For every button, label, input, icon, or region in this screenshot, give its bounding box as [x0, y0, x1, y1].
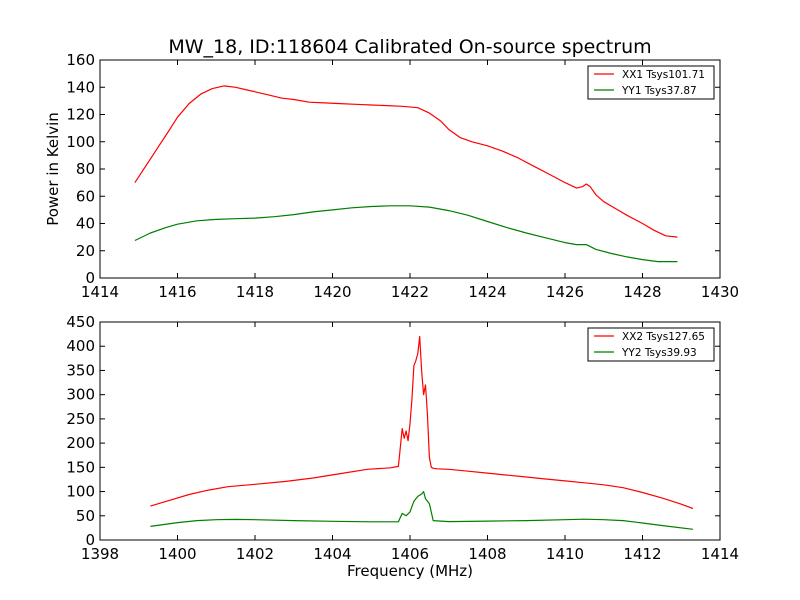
- top-y-tick-label-2: 40: [76, 215, 95, 233]
- bottom-spectrum-plot: 1398 1400 1402 1404 1406 1408 1410 1412 1414 0 50 1…: [66, 313, 739, 580]
- bottom-series-line-1: [150, 491, 693, 530]
- chart-title: MW_18, ID:118604 Calibrated On-source sp…: [168, 36, 651, 58]
- bottom-y-tick-label-6: 300: [66, 386, 95, 404]
- bottom-y-tick-label-9: 450: [66, 313, 95, 331]
- bottom-x-axis-label: Frequency (MHz): [347, 562, 473, 580]
- bottom-y-tick-label-2: 100: [66, 483, 95, 501]
- top-y-tick-label-0: 0: [85, 269, 95, 287]
- bottom-x-tick-label-4: 1406: [391, 545, 429, 563]
- bottom-legend: XX2 Tsys127.65 YY2 Tsys39.93: [587, 327, 715, 362]
- bottom-x-tick-label-8: 1414: [701, 545, 739, 563]
- legend-label-yy1: YY1 Tsys37.87: [621, 85, 697, 97]
- top-y-tick-label-7: 140: [66, 78, 95, 96]
- bottom-legend-box: [587, 327, 715, 362]
- top-x-tick-label-4: 1422: [391, 283, 429, 301]
- top-series-line-1: [134, 205, 678, 263]
- top-y-tick-label-5: 100: [66, 133, 95, 151]
- bottom-x-tick-label-7: 1412: [623, 545, 661, 563]
- top-y-axis-label: Power in Kelvin: [44, 112, 62, 226]
- top-x-tick-label-2: 1418: [236, 283, 274, 301]
- top-x-tick-label-0: 1414: [81, 283, 119, 301]
- legend-label-yy2: YY2 Tsys39.93: [621, 347, 697, 359]
- top-legend-box: [587, 65, 715, 100]
- top-y-tick-label-3: 60: [76, 187, 95, 205]
- top-series-line-0: [134, 85, 678, 238]
- bottom-y-tick-label-8: 400: [66, 337, 95, 355]
- bottom-y-tick-label-0: 0: [85, 531, 95, 549]
- top-spectrum-plot: 1414 1416 1418 1420 1422 1424 1426 1428 1430 0 20 4…: [44, 51, 739, 301]
- top-x-tick-label-1: 1416: [158, 283, 196, 301]
- bottom-x-tick-label-3: 1404: [313, 545, 351, 563]
- top-x-tick-label-8: 1430: [701, 283, 739, 301]
- bottom-x-tick-label-2: 1402: [236, 545, 274, 563]
- bottom-series-line-0: [150, 335, 694, 510]
- top-y-tick-label-1: 20: [76, 242, 95, 260]
- bottom-y-tick-label-7: 350: [66, 361, 95, 379]
- bottom-y-tick-label-5: 250: [66, 410, 95, 428]
- bottom-x-tick-label-1: 1400: [158, 545, 196, 563]
- bottom-x-tick-label-5: 1408: [468, 545, 506, 563]
- top-x-tick-label-6: 1426: [546, 283, 584, 301]
- legend-label-xx1: XX1 Tsys101.71: [622, 69, 705, 81]
- bottom-y-tick-label-4: 200: [66, 434, 95, 452]
- bottom-y-tick-label-3: 150: [66, 458, 95, 476]
- top-y-tick-label-6: 120: [66, 106, 95, 124]
- top-x-tick-label-3: 1420: [313, 283, 351, 301]
- bottom-x-tick-label-6: 1410: [546, 545, 584, 563]
- top-legend: XX1 Tsys101.71 YY1 Tsys37.87: [587, 65, 715, 100]
- top-x-tick-label-5: 1424: [468, 283, 506, 301]
- top-y-tick-label-8: 160: [66, 51, 95, 69]
- legend-label-xx2: XX2 Tsys127.65: [622, 331, 705, 343]
- bottom-y-tick-label-1: 50: [76, 507, 95, 525]
- bottom-x-tick-label-0: 1398: [81, 545, 119, 563]
- top-y-tick-label-4: 80: [76, 160, 95, 178]
- top-x-tick-label-7: 1428: [623, 283, 661, 301]
